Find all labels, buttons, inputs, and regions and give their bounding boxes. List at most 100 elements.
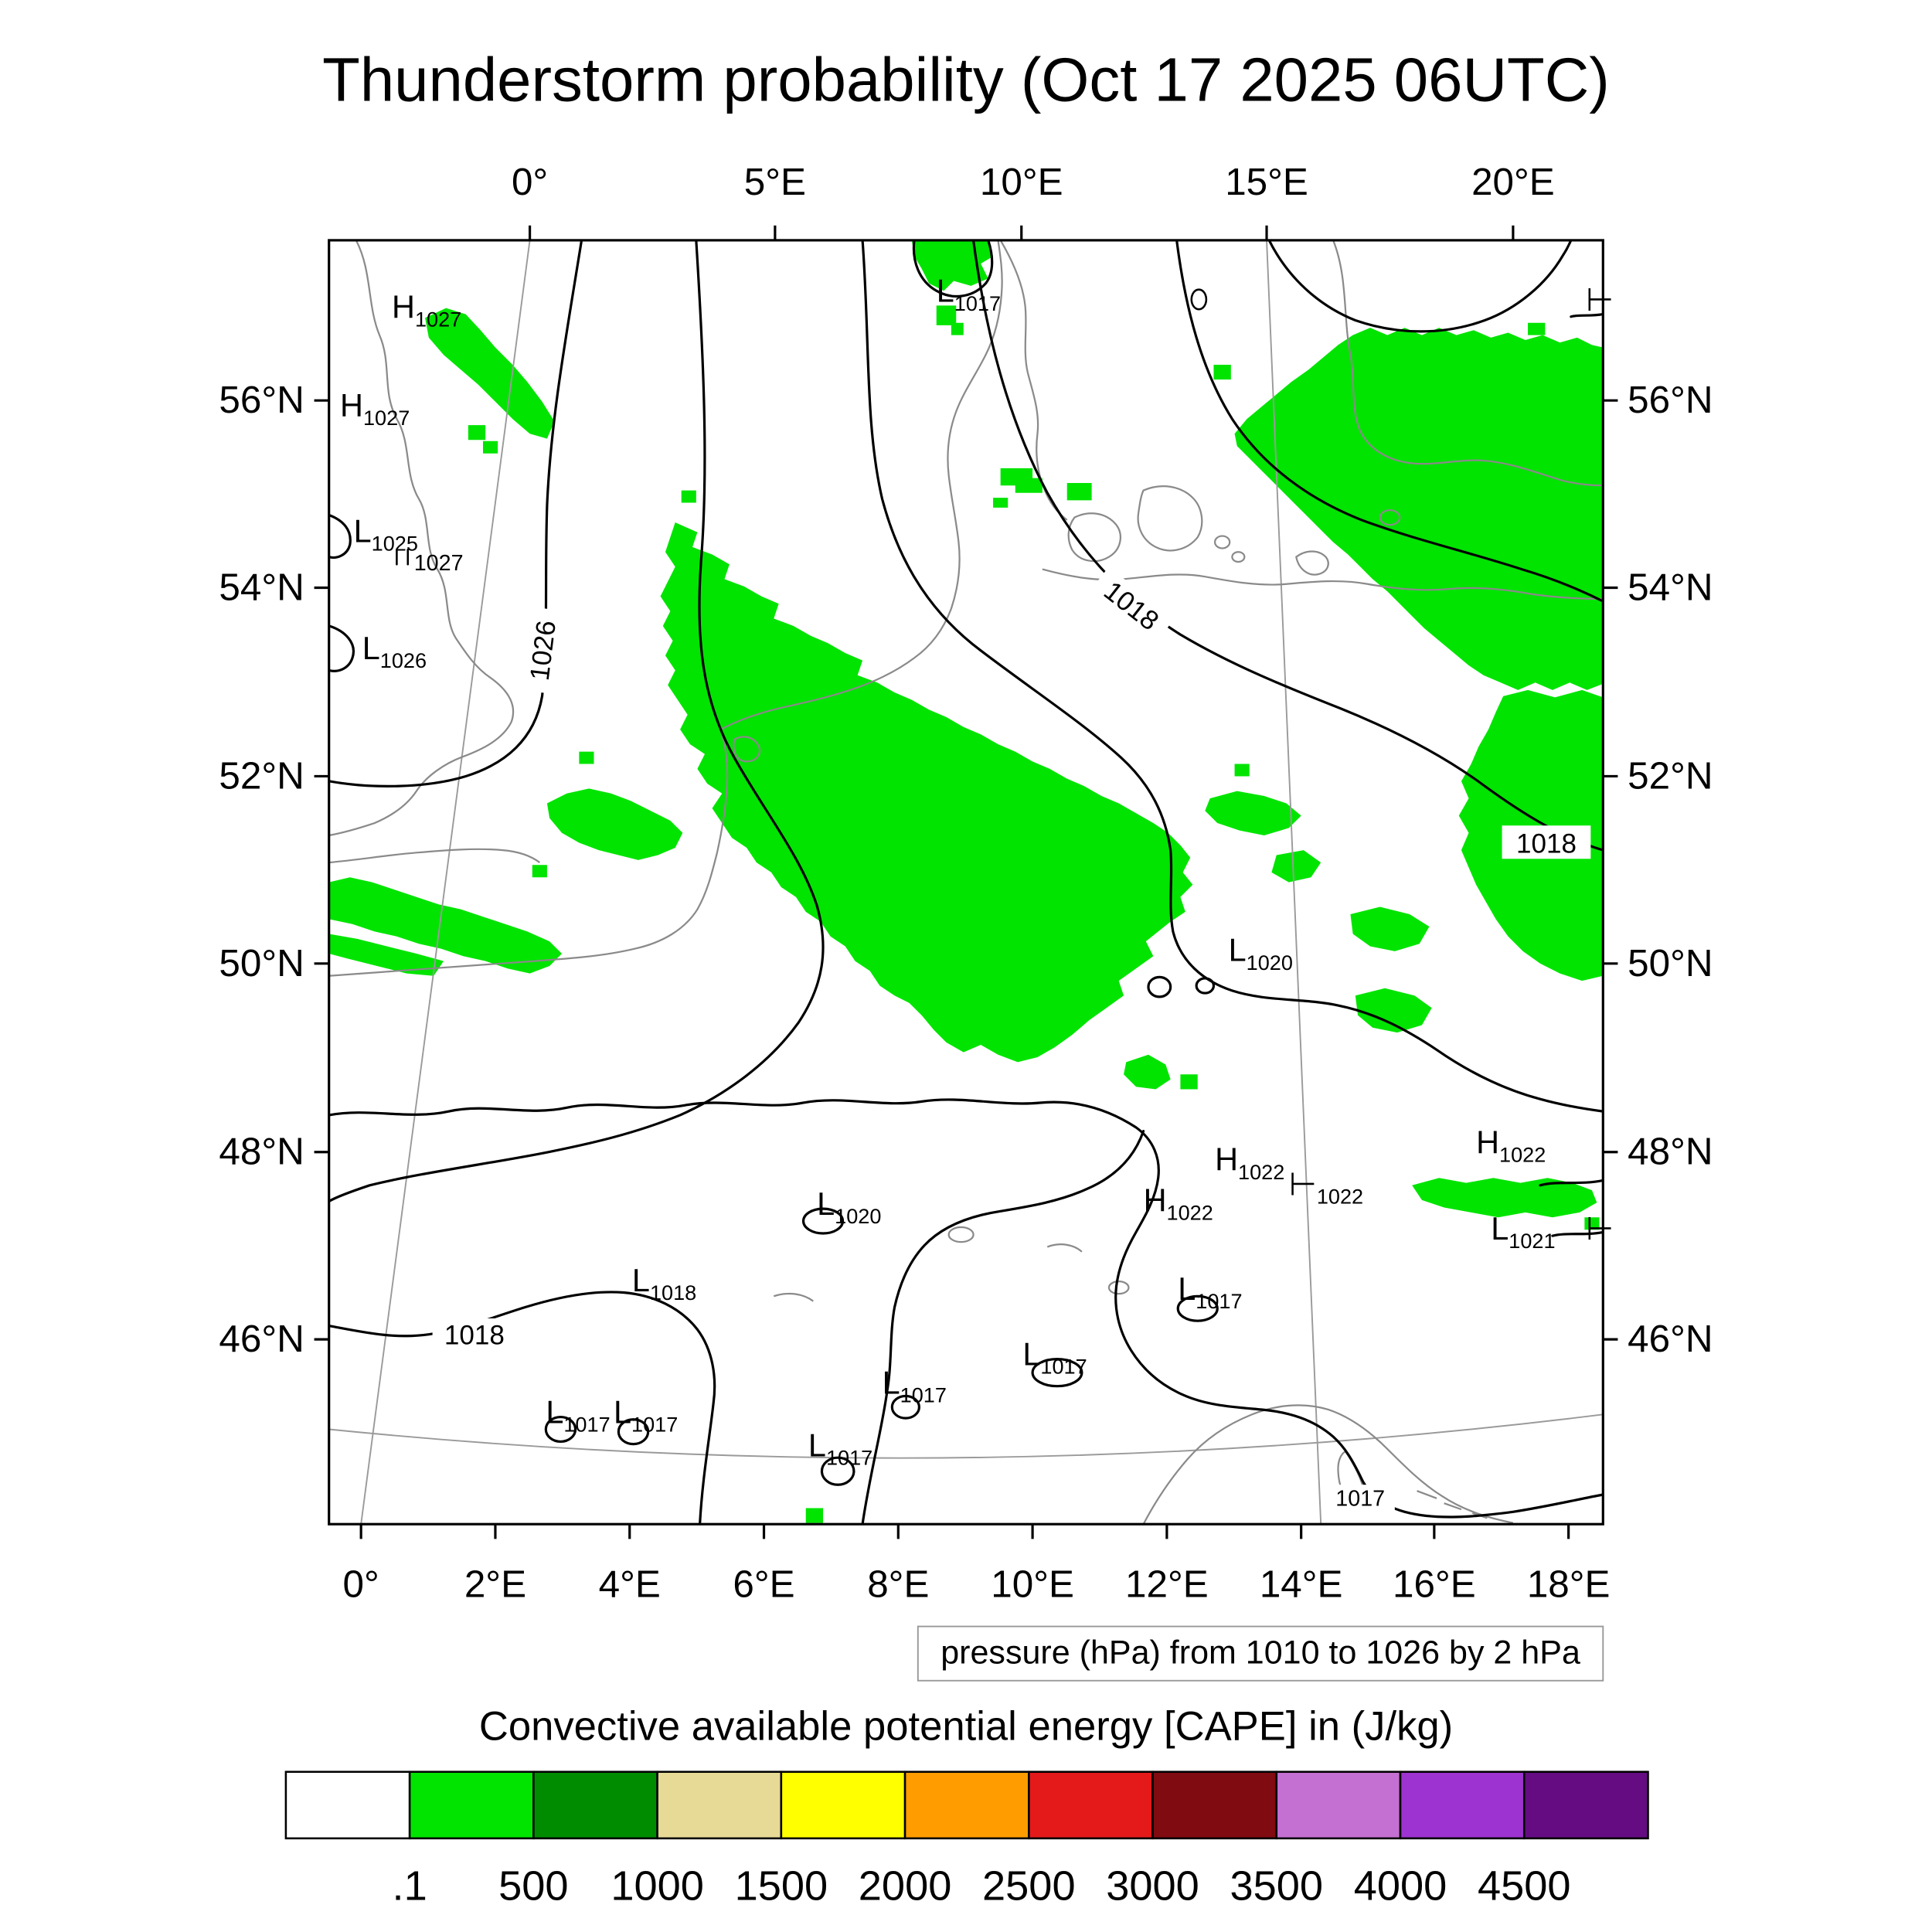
- axis-label-top-2: 10°E: [980, 161, 1063, 203]
- pressure-label: L1021: [1491, 1210, 1555, 1253]
- left-axis: 56°N 54°N 52°N 50°N 48°N 46°N: [219, 379, 329, 1360]
- svg-text:1018: 1018: [1516, 828, 1577, 859]
- colorbar-label-7: 3500: [1230, 1863, 1324, 1910]
- pressure-label: H1022: [1144, 1182, 1213, 1224]
- colorbar-cell-1: [408, 1770, 535, 1840]
- caption-box: [917, 1625, 1604, 1682]
- isobar-fan-4: [1175, 240, 1604, 603]
- axis-label-left-4: 48°N: [219, 1131, 304, 1173]
- pressure-label: L1017: [937, 273, 1001, 315]
- pressure-label: L1017: [1178, 1270, 1242, 1313]
- isobar-1018-bottom-left: [328, 1291, 716, 1525]
- contour-value-labels: 1026 1018 1018 1018 1017 1027: [414, 551, 1591, 1511]
- pressure-label: L1017: [1022, 1336, 1087, 1379]
- isobar-tiny-ring: [1190, 288, 1208, 311]
- pressure-center-labels: H1027 H1027 L1025 L1026 L1017 L1020 H102…: [340, 273, 1614, 1470]
- coastline-channel-france: [328, 729, 729, 977]
- axis-label-bottom-0: 0°: [343, 1563, 379, 1605]
- graticule-parallel-45n: [328, 1413, 1604, 1459]
- cape-region: [993, 468, 1092, 508]
- label-box: [1502, 825, 1591, 859]
- colorbar-cell-10: [1522, 1770, 1649, 1840]
- colorbar-cell-3: [656, 1770, 783, 1840]
- axis-label-bottom-9: 18°E: [1527, 1563, 1611, 1605]
- coastline-fyn-island: [1067, 512, 1122, 563]
- pressure-label: H1027: [392, 288, 461, 331]
- axis-label-top-1: 5°E: [744, 161, 806, 203]
- caption: pressure (hPa) from 1010 to 1026 by 2 hP…: [917, 1625, 1604, 1682]
- coastline-ijsselmeer: [733, 736, 761, 763]
- colorbar-label-3: 1500: [735, 1863, 828, 1910]
- pressure-label: ⊢: [1586, 1210, 1614, 1247]
- contour-label-1018-b: 1018: [1502, 825, 1591, 859]
- right-axis: 56°N 54°N 52°N 50°N 48°N 46°N: [1603, 379, 1713, 1360]
- pressure-label: L1017: [883, 1364, 947, 1406]
- isobar-low-top: [912, 240, 994, 298]
- pressure-label: L1017: [808, 1427, 872, 1470]
- colorbar-labels: .1 500 1000 1500 2000 2500 3000 3500 400…: [393, 1863, 1571, 1910]
- label-mask: [521, 607, 563, 694]
- label-mask: [1325, 1485, 1395, 1511]
- svg-text:1017: 1017: [1335, 1486, 1385, 1511]
- cape-region: [1412, 1178, 1600, 1230]
- axis-label-bottom-7: 14°E: [1260, 1563, 1343, 1605]
- bottom-axis: 0° 2°E 4°E 6°E 8°E 10°E 12°E 14°E 16°E 1…: [343, 1524, 1611, 1605]
- axis-label-bottom-6: 12°E: [1125, 1563, 1209, 1605]
- axis-label-right-2: 52°N: [1628, 754, 1713, 797]
- axis-label-right-3: 50°N: [1628, 942, 1713, 985]
- colorbar-label-9: 4500: [1478, 1863, 1571, 1910]
- cape-region: [1234, 328, 1604, 690]
- colorbar-label-6: 3000: [1106, 1863, 1199, 1910]
- coastlines: [328, 240, 1604, 1525]
- coastline-croatian-islands: [1417, 1490, 1488, 1519]
- colorbar-cell-8: [1275, 1770, 1402, 1840]
- map-frame: [328, 239, 1604, 1526]
- cape-region: [468, 425, 498, 454]
- coastline-sweden-south: [1332, 240, 1604, 487]
- colorbar-cell-4: [780, 1770, 906, 1840]
- isobar-edge-fragments: [328, 312, 1604, 1237]
- pressure-label: L1017: [614, 1394, 678, 1437]
- label-mask: [432, 1318, 517, 1349]
- contour-label-1026: 1026: [521, 607, 563, 694]
- axis-label-left-2: 52°N: [219, 754, 304, 797]
- colorbar-label-0: .1: [393, 1863, 427, 1910]
- coastline-baltic-south: [1042, 568, 1604, 600]
- pressure-label: H1022: [1215, 1141, 1284, 1184]
- pressure-label: L1026: [362, 630, 427, 672]
- axis-label-right-1: 54°N: [1628, 566, 1713, 608]
- coastline-alpine-lakes: [773, 1226, 1130, 1302]
- axis-label-top-0: 0°: [512, 161, 548, 203]
- isobar-label-ticks: [396, 548, 410, 566]
- graticule: [328, 240, 1604, 1525]
- colorbar-cell-2: [532, 1770, 658, 1840]
- colorbar-cell-7: [1151, 1770, 1278, 1840]
- coastline-england-south: [328, 848, 541, 864]
- map-content: [328, 240, 1604, 1525]
- isobar-closed-lows: [544, 975, 1219, 1486]
- coastline-adriatic: [1142, 1404, 1514, 1525]
- isobar-bottom-tail: [861, 1130, 1145, 1525]
- pressure-label: ⊢1022: [1289, 1166, 1363, 1209]
- contour-label-1017: 1017: [1325, 1485, 1395, 1511]
- colorbar-cells: [284, 1770, 1649, 1840]
- isobar-middle-wiggly: [328, 1098, 1604, 1519]
- pressure-label: L1017: [546, 1394, 610, 1437]
- axis-label-right-4: 48°N: [1628, 1131, 1713, 1173]
- isobar-fan-2: [861, 240, 1604, 1113]
- svg-text:1018: 1018: [444, 1320, 505, 1350]
- contour-label-1018-c: 1018: [432, 1318, 517, 1350]
- caption-text: pressure (hPa) from 1010 to 1026 by 2 hP…: [940, 1634, 1580, 1671]
- svg-text:1026: 1026: [525, 619, 562, 682]
- cape-region: [328, 877, 563, 974]
- colorbar-cell-0: [284, 1770, 411, 1840]
- axis-label-bottom-3: 6°E: [733, 1563, 794, 1605]
- colorbar-title: Convective available potential energy [C…: [479, 1703, 1453, 1749]
- pressure-label: ⊢: [1586, 281, 1614, 318]
- graticule-meridian-0: [360, 240, 531, 1525]
- axis-label-bottom-1: 2°E: [464, 1563, 526, 1605]
- coastline-small-islands: [1213, 509, 1401, 563]
- axis-label-left-5: 46°N: [219, 1318, 304, 1360]
- cape-shaded-regions: [328, 240, 1604, 1523]
- page-title: Thunderstorm probability (Oct 17 2025 06…: [322, 46, 1610, 114]
